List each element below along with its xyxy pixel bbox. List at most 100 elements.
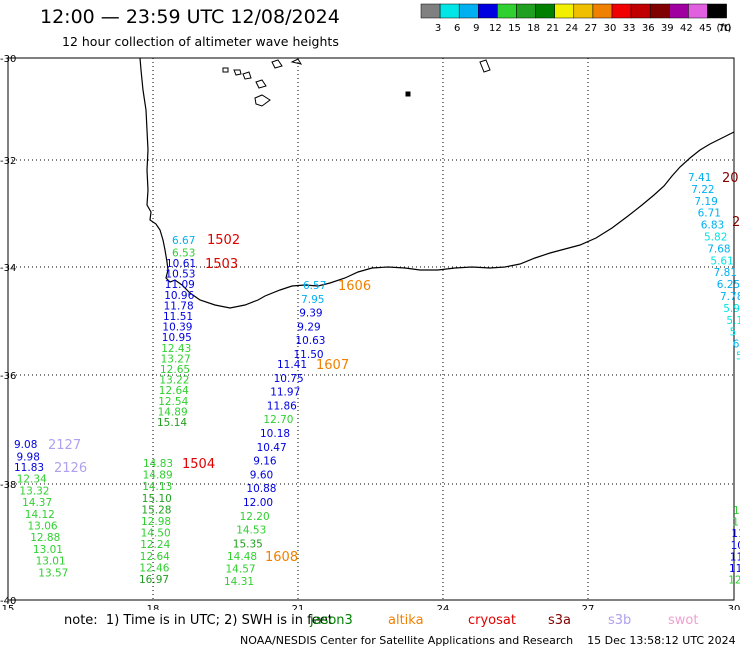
wave-height-value: 15.14 bbox=[157, 417, 187, 429]
lat-tick-label: -30 bbox=[0, 54, 16, 65]
satellite-legend-s3a: s3a bbox=[548, 613, 572, 628]
wave-height-value: 12.54 bbox=[158, 396, 188, 408]
wave-height-value: 10.75 bbox=[274, 373, 304, 385]
colorbar-tick-label: 12 bbox=[489, 23, 502, 34]
colorbar-swatch bbox=[707, 3, 727, 19]
wave-height-value: 14.50 bbox=[141, 528, 171, 540]
wave-height-value: 14.48 bbox=[227, 551, 257, 563]
wave-height-value: 14.83 bbox=[143, 458, 173, 470]
wave-height-value: 6 bbox=[733, 339, 740, 351]
lon-tick-label: 30 bbox=[728, 604, 740, 610]
wave-height-value: 10.96 bbox=[164, 290, 194, 302]
lat-tick-label: -34 bbox=[0, 263, 16, 274]
island bbox=[242, 71, 252, 80]
colorbar-tick-label: 18 bbox=[527, 23, 540, 34]
wave-height-value: 10.63 bbox=[295, 335, 325, 347]
wave-height-value: 10.47 bbox=[257, 442, 287, 454]
wave-height-value: 11.97 bbox=[270, 387, 300, 399]
wave-height-value: 10. bbox=[731, 540, 740, 552]
africa-coastline bbox=[139, 57, 735, 309]
wave-height-value: 12.98 bbox=[141, 516, 171, 528]
pass-time-label: 2 bbox=[732, 215, 740, 230]
island bbox=[271, 59, 283, 69]
pass-time-label: 1503 bbox=[205, 257, 238, 272]
pass-time-label: 1607 bbox=[316, 358, 349, 373]
wave-height-value: 1 bbox=[732, 517, 739, 529]
wave-height-value: 6.83 bbox=[701, 220, 724, 232]
wave-height-value: 5.9 bbox=[723, 303, 740, 315]
page-subtitle: 12 hour collection of altimeter wave hei… bbox=[62, 34, 339, 49]
wave-height-value: 7.19 bbox=[694, 196, 717, 208]
lon-tick-label: 18 bbox=[147, 604, 160, 610]
colorbar-tick-label: 33 bbox=[623, 23, 636, 34]
wave-height-value: 10.18 bbox=[260, 428, 290, 440]
wave-height-value: 13.01 bbox=[33, 544, 63, 556]
wave-height-value: 14.12 bbox=[25, 509, 55, 521]
wave-height-value: 7.22 bbox=[691, 184, 714, 196]
wave-height-value: 12.46 bbox=[139, 562, 169, 574]
pass-time-label: 20 bbox=[722, 171, 739, 186]
wave-height-value: 6.71 bbox=[698, 208, 721, 220]
colorbar-tick-label: 45 bbox=[699, 23, 712, 34]
colorbar-unit: (ft) bbox=[716, 23, 731, 34]
pass-time-label: 1502 bbox=[207, 233, 240, 248]
colorbar-tick-label: 42 bbox=[680, 23, 693, 34]
wave-height-value: 13.06 bbox=[28, 521, 58, 533]
lon-tick-label: 27 bbox=[582, 604, 595, 610]
island bbox=[254, 94, 271, 107]
wave-height-value: 13.27 bbox=[161, 353, 191, 365]
wave-height-value: 14.37 bbox=[22, 497, 52, 509]
lon-tick-label: 21 bbox=[292, 604, 305, 610]
wave-height-value: 5.61 bbox=[710, 255, 733, 267]
colorbar-tick-label: 30 bbox=[604, 23, 617, 34]
wave-height-value: 12.00 bbox=[243, 497, 273, 509]
wave-height-value: 5.1 bbox=[726, 315, 740, 327]
wave-height-value: 14.89 bbox=[143, 470, 173, 482]
track-2127: 9.089.98 2127 bbox=[14, 438, 81, 464]
track-2126: 11.8312.3413.3214.3714.1213.0612.8813.01… bbox=[14, 461, 87, 579]
wave-height-value: 7.81 bbox=[714, 267, 737, 279]
colorbar-tick-label: 70 bbox=[718, 23, 731, 34]
satellite-legend-jason3: jason3 bbox=[310, 613, 353, 628]
wave-height-value: 10.39 bbox=[162, 322, 192, 334]
track-1503: 10.6110.5311.0910.9611.7811.5110.3910.95… bbox=[157, 257, 238, 429]
longitude-labels: 15 18 21 24 27 30 bbox=[2, 604, 740, 610]
page-title: 12:00 — 23:59 UTC 12/08/2024 bbox=[40, 6, 340, 28]
pass-time-label: 2126 bbox=[54, 461, 87, 476]
island bbox=[479, 59, 491, 73]
wave-height-value: 13.22 bbox=[159, 375, 189, 387]
footnote: note: 1) Time is in UTC; 2) SWH is in fe… bbox=[64, 613, 333, 628]
wave-height-value: 12.64 bbox=[140, 551, 170, 563]
wave-height-value: 14.57 bbox=[226, 564, 256, 576]
colorbar-tick-label: 39 bbox=[661, 23, 674, 34]
wave-height-value: 7.41 bbox=[688, 172, 711, 184]
wave-height-value: 10.53 bbox=[165, 269, 195, 281]
wave-height-value: 11.50 bbox=[294, 349, 324, 361]
wave-height-value: 7.68 bbox=[707, 243, 730, 255]
island bbox=[290, 58, 303, 65]
satellite-legend-cryosat: cryosat bbox=[468, 613, 516, 628]
wave-height-value: 12.65 bbox=[160, 364, 190, 376]
wave-height-value: 12.34 bbox=[17, 474, 47, 486]
wave-height-value: 10.95 bbox=[162, 332, 192, 344]
wave-height-value: 16.97 bbox=[139, 574, 169, 586]
wave-height-value: 11. bbox=[731, 528, 740, 540]
wave-height-value: 11.7 bbox=[729, 563, 740, 575]
lat-tick-label: -38 bbox=[0, 480, 16, 491]
wave-height-value: 12.64 bbox=[159, 385, 189, 397]
wave-height-value: 12.89 bbox=[728, 575, 740, 587]
wave-height-value: 14.53 bbox=[236, 525, 266, 537]
map-plot: -30-32-34-36-38-40 15 18 21 24 27 30 6.676.53… bbox=[0, 54, 740, 610]
map-frame bbox=[7, 57, 735, 601]
wave-height-value: 15.10 bbox=[142, 493, 172, 505]
track-1502: 6.676.53 1502 bbox=[172, 233, 240, 260]
wave-height-value: 11.09 bbox=[165, 279, 195, 291]
wave-height-value: 11.51 bbox=[163, 311, 193, 323]
wave-height-value: 6.67 bbox=[172, 235, 195, 247]
wave-height-value: 11.7 bbox=[730, 551, 740, 563]
wave-height-value: 12.43 bbox=[161, 343, 191, 355]
colorbar-tick-label: 6 bbox=[454, 23, 460, 34]
wave-height-colorbar: 3 6 9 12 15 18 21 24 27 30 33 36 39 42 45 70(ft) bbox=[420, 3, 732, 34]
